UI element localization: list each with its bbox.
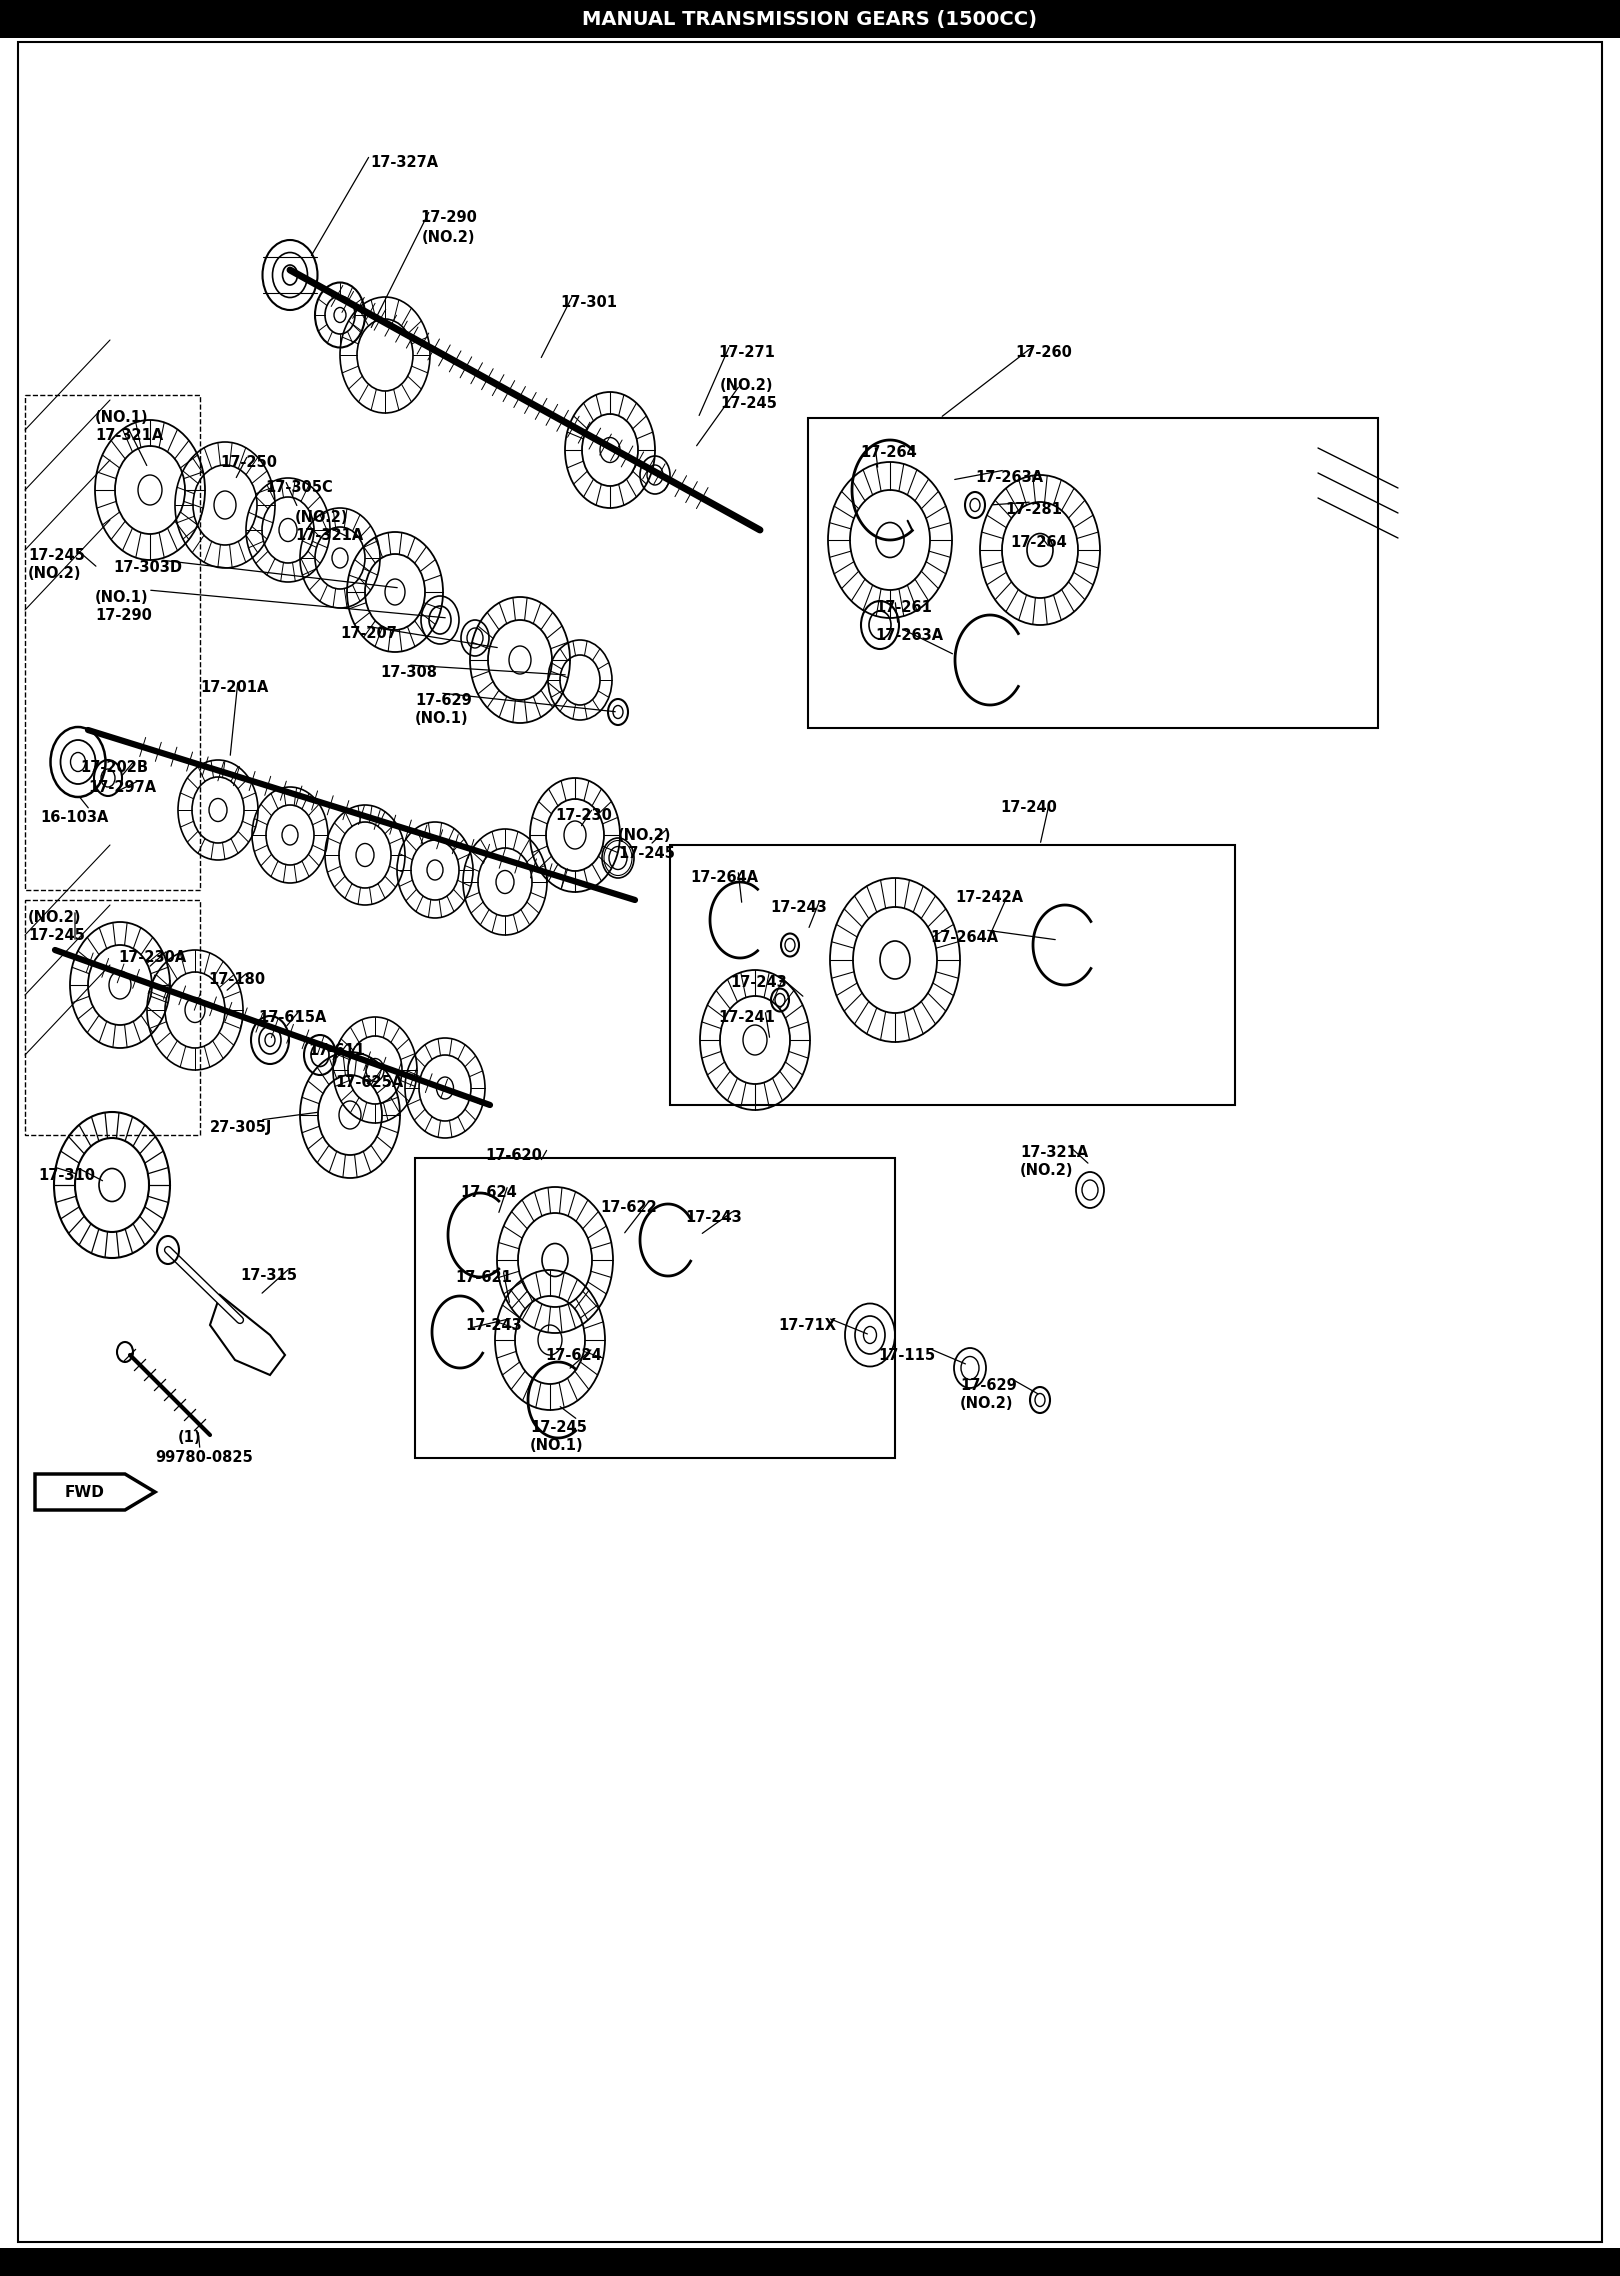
Text: 17-201A: 17-201A [199,681,269,694]
Text: 17-327A: 17-327A [369,155,437,171]
Text: 17-321A: 17-321A [1021,1145,1089,1161]
Text: 17-321A: 17-321A [295,528,363,544]
Bar [671,844,1234,1106]
Text: 17-240: 17-240 [1000,799,1056,815]
Text: 17-290: 17-290 [96,608,152,624]
Text: 17-611: 17-611 [308,1042,364,1058]
Text: 17-242A: 17-242A [956,890,1024,906]
Text: 17-321A: 17-321A [96,428,164,444]
Text: 17-245: 17-245 [719,396,778,412]
Text: (NO.1): (NO.1) [96,589,149,605]
Bar [0,2249,1620,2276]
Text: 17-243: 17-243 [685,1211,742,1224]
Text: (NO.1): (NO.1) [415,710,468,726]
Text: 17-624: 17-624 [544,1347,601,1363]
Text: 17-622: 17-622 [599,1199,656,1215]
Text: (NO.2): (NO.2) [719,378,773,394]
Text: 17-202B: 17-202B [79,760,147,776]
Text: 17-621: 17-621 [455,1270,512,1286]
Text: 17-245: 17-245 [530,1420,586,1434]
Text: (NO.2): (NO.2) [617,828,672,842]
Text: 17-625A: 17-625A [335,1074,403,1090]
Text: 17-629: 17-629 [415,692,471,708]
Text: 17-243: 17-243 [731,974,787,990]
Text: 17-71X: 17-71X [778,1318,836,1334]
Text: 17-250: 17-250 [220,455,277,471]
Text: (NO.2): (NO.2) [28,567,81,580]
Text: MANUAL TRANSMISSION GEARS (1500CC): MANUAL TRANSMISSION GEARS (1500CC) [583,9,1037,30]
Text: 17-305C: 17-305C [266,480,332,494]
Text: 17-115: 17-115 [878,1347,935,1363]
Text: (NO.2): (NO.2) [1021,1163,1074,1179]
Text: (NO.2): (NO.2) [28,910,81,924]
Text: 17-308: 17-308 [381,665,437,681]
Bar [808,419,1379,728]
Text: 17-261: 17-261 [875,601,931,615]
Text: 17-264A: 17-264A [930,931,998,945]
Text: 17-620: 17-620 [484,1147,541,1163]
Text: 17-245: 17-245 [617,847,676,860]
Text: 17-264: 17-264 [860,446,917,460]
Text: 17-180: 17-180 [207,972,266,988]
Text: 17-281: 17-281 [1004,503,1063,517]
Bar [415,1158,894,1459]
Polygon shape [36,1475,156,1509]
Text: 17-615A: 17-615A [258,1011,326,1024]
Text: 17-263A: 17-263A [975,471,1043,485]
Bar [24,899,199,1136]
Text: 17-230: 17-230 [556,808,612,824]
Text: (NO.2): (NO.2) [961,1395,1014,1411]
Text: (NO.1): (NO.1) [530,1438,583,1452]
Text: (NO.2): (NO.2) [421,230,476,246]
Text: 16-103A: 16-103A [40,810,109,824]
Text: 27-305J: 27-305J [211,1120,272,1136]
Text: 17-243: 17-243 [465,1318,522,1334]
Text: 17-245: 17-245 [28,929,84,942]
Text: 17-315: 17-315 [240,1268,296,1284]
Text: 17-629: 17-629 [961,1377,1017,1393]
Bar [0,0,1620,39]
Text: (NO.2): (NO.2) [295,510,348,526]
Text: 99780-0825: 99780-0825 [156,1450,253,1466]
Text: 17-263A: 17-263A [875,628,943,644]
Text: 17-230A: 17-230A [118,949,186,965]
Text: 17-290: 17-290 [420,209,476,225]
Text: 17-243: 17-243 [770,899,826,915]
Text: 17-310: 17-310 [37,1168,96,1184]
Text: 17-264: 17-264 [1009,535,1066,551]
Text: 17-241: 17-241 [718,1011,774,1024]
Text: (NO.1): (NO.1) [96,410,149,426]
Text: 17-207: 17-207 [340,626,397,642]
Text: 17-264A: 17-264A [690,869,758,885]
Text: 17-303D: 17-303D [113,560,181,576]
Text: 17-271: 17-271 [718,346,774,360]
Text: 17-297A: 17-297A [87,781,156,794]
Text: 17-301: 17-301 [561,296,617,310]
Bar [24,396,199,890]
Text: 17-624: 17-624 [460,1186,517,1199]
Text: 17-260: 17-260 [1016,346,1072,360]
Text: 17-245: 17-245 [28,549,84,562]
Text: (1): (1) [178,1429,201,1445]
Text: FWD: FWD [65,1484,105,1500]
